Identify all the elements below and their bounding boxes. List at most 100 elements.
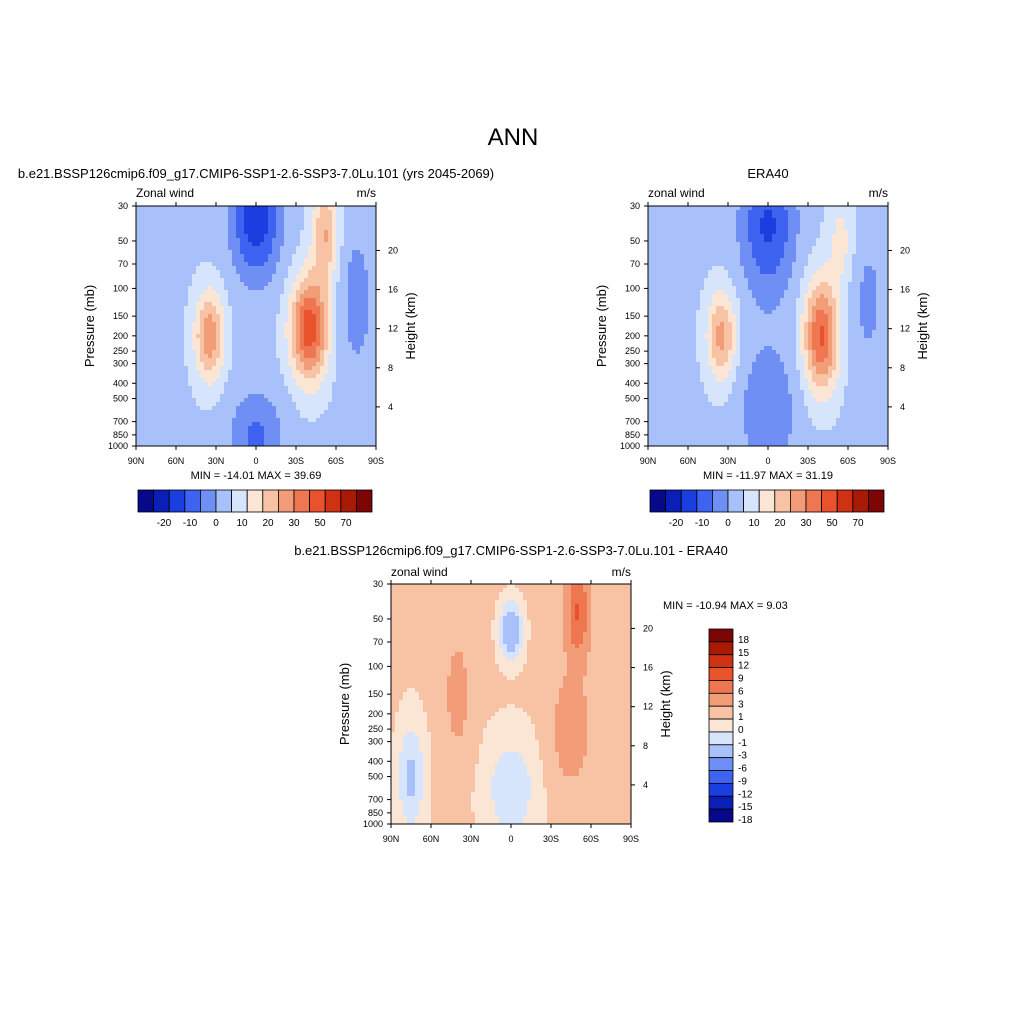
contour-cell (228, 262, 233, 267)
contour-cell (240, 226, 245, 231)
contour-cell (332, 442, 337, 446)
contour-cell (832, 270, 837, 275)
contour-cell (156, 230, 161, 235)
contour-cell (220, 366, 225, 371)
contour-cell (204, 362, 209, 367)
contour-cell (684, 262, 689, 267)
contour-cell (176, 318, 181, 323)
contour-cell (276, 214, 281, 219)
contour-cell (260, 234, 265, 239)
contour-cell (688, 206, 693, 211)
contour-cell (152, 426, 157, 431)
contour-cell (156, 218, 161, 223)
contour-cell (308, 278, 313, 283)
contour-cell (172, 278, 177, 283)
contour-cell (176, 230, 181, 235)
contour-cell (200, 362, 205, 367)
contour-cell (368, 358, 373, 363)
contour-cell (320, 366, 325, 371)
contour-cell (728, 278, 733, 283)
contour-cell (728, 206, 733, 211)
contour-cell (276, 410, 281, 415)
contour-cell (152, 338, 157, 343)
contour-cell (372, 318, 376, 323)
contour-cell (368, 234, 373, 239)
contour-cell (812, 274, 817, 279)
contour-cell (148, 210, 153, 215)
contour-cell (680, 286, 685, 291)
contour-cell (232, 238, 237, 243)
contour-cell (344, 330, 349, 335)
contour-cell (772, 238, 777, 243)
contour-cell (144, 370, 149, 375)
contour-cell (240, 310, 245, 315)
contour-cell (296, 414, 301, 419)
contour-cell (756, 214, 761, 219)
contour-cell (308, 262, 313, 267)
contour-cell (372, 342, 376, 347)
contour-cell (316, 226, 321, 231)
contour-cell (344, 306, 349, 311)
contour-cell (140, 286, 145, 291)
contour-cell (148, 250, 153, 255)
contour-cell (300, 402, 305, 407)
contour-cell (708, 258, 713, 263)
contour-cell (676, 206, 681, 211)
contour-cell (772, 246, 777, 251)
contour-cell (236, 414, 241, 419)
contour-cell (260, 286, 265, 291)
contour-cell (704, 282, 709, 287)
contour-cell (852, 210, 857, 215)
contour-cell (172, 258, 177, 263)
contour-cell (808, 290, 813, 295)
contour-cell (744, 218, 749, 223)
contour-cell (204, 442, 209, 446)
contour-cell (304, 254, 309, 259)
contour-cell (680, 254, 685, 259)
contour-cell (292, 346, 297, 351)
contour-cell (340, 254, 345, 259)
contour-cell (160, 442, 165, 446)
contour-cell (224, 302, 229, 307)
contour-cell (368, 230, 373, 235)
contour-cell (148, 390, 153, 395)
contour-cell (148, 318, 153, 323)
contour-cell (172, 266, 177, 271)
contour-cell (796, 278, 801, 283)
contour-cell (368, 342, 373, 347)
contour-cell (252, 342, 257, 347)
contour-cell (828, 254, 833, 259)
contour-cell (884, 218, 888, 223)
contour-cell (664, 246, 669, 251)
contour-cell (256, 326, 261, 331)
contour-cell (672, 290, 677, 295)
contour-cell (192, 226, 197, 231)
contour-cell (208, 278, 213, 283)
contour-cell (252, 302, 257, 307)
contour-cell (152, 318, 157, 323)
contour-cell (340, 230, 345, 235)
contour-cell (256, 358, 261, 363)
contour-cell (844, 246, 849, 251)
contour-cell (332, 390, 337, 395)
contour-cell (164, 254, 169, 259)
contour-cell (240, 246, 245, 251)
contour-cell (168, 222, 173, 227)
contour-cell (264, 282, 269, 287)
contour-cell (368, 290, 373, 295)
contour-cell (136, 302, 141, 307)
contour-cell (216, 354, 221, 359)
contour-cell (300, 370, 305, 375)
contour-cell (760, 266, 765, 271)
contour-cell (744, 222, 749, 227)
contour-cell (844, 226, 849, 231)
contour-cell (340, 262, 345, 267)
contour-cell (808, 226, 813, 231)
contour-cell (348, 414, 353, 419)
contour-cell (232, 358, 237, 363)
contour-cell (768, 254, 773, 259)
contour-cell (272, 426, 277, 431)
contour-cell (304, 358, 309, 363)
contour-cell (180, 326, 185, 331)
contour-cell (236, 314, 241, 319)
